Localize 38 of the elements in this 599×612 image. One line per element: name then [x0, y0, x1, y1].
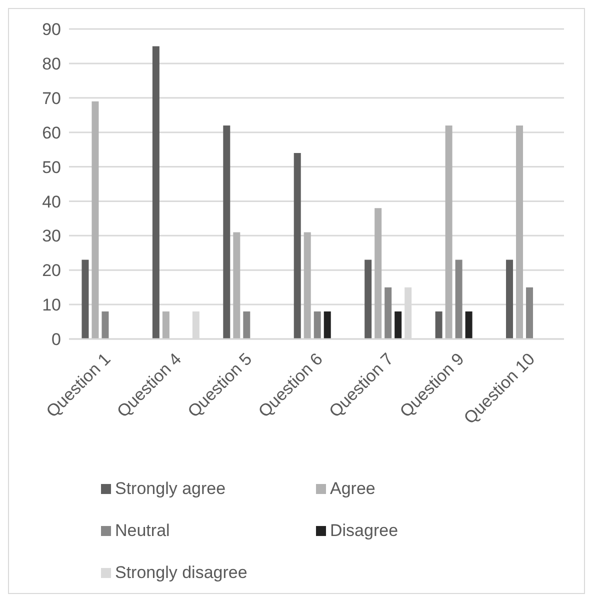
bar: [82, 260, 89, 339]
y-tick-label: 90: [42, 20, 61, 40]
legend-label: Disagree: [330, 521, 398, 541]
bar: [152, 46, 160, 339]
legend-label: Strongly agree: [115, 479, 226, 499]
bar: [223, 125, 230, 339]
bar: [445, 125, 452, 339]
y-tick-label: 50: [42, 158, 61, 177]
bar: [384, 287, 392, 339]
bar: [304, 232, 311, 339]
bar: [294, 153, 301, 339]
bar: [455, 260, 462, 339]
bar: [516, 125, 524, 339]
bar: [102, 311, 109, 339]
bar: [324, 311, 331, 339]
legend-label: Agree: [330, 479, 376, 499]
bar: [465, 311, 472, 339]
y-tick-label: 0: [52, 330, 61, 350]
bar: [526, 287, 534, 339]
bar: [314, 311, 321, 339]
y-tick-label: 10: [42, 296, 61, 315]
y-tick-label: 80: [42, 54, 61, 74]
y-tick-label: 30: [42, 226, 61, 246]
y-tick-label: 60: [42, 123, 61, 142]
bar: [162, 311, 170, 339]
y-tick-label: 20: [42, 261, 61, 280]
y-tick-label: 70: [42, 88, 61, 108]
y-tick-label: 40: [42, 192, 61, 212]
bar: [92, 101, 99, 339]
bar: [233, 232, 240, 339]
bar: [506, 260, 514, 339]
bar: [394, 311, 402, 339]
legend-label: Neutral: [115, 521, 170, 541]
bar: [243, 311, 250, 339]
legend-label: Strongly disagree: [115, 563, 248, 583]
bar: [374, 208, 382, 339]
bar: [435, 311, 442, 339]
bar: [364, 260, 372, 339]
